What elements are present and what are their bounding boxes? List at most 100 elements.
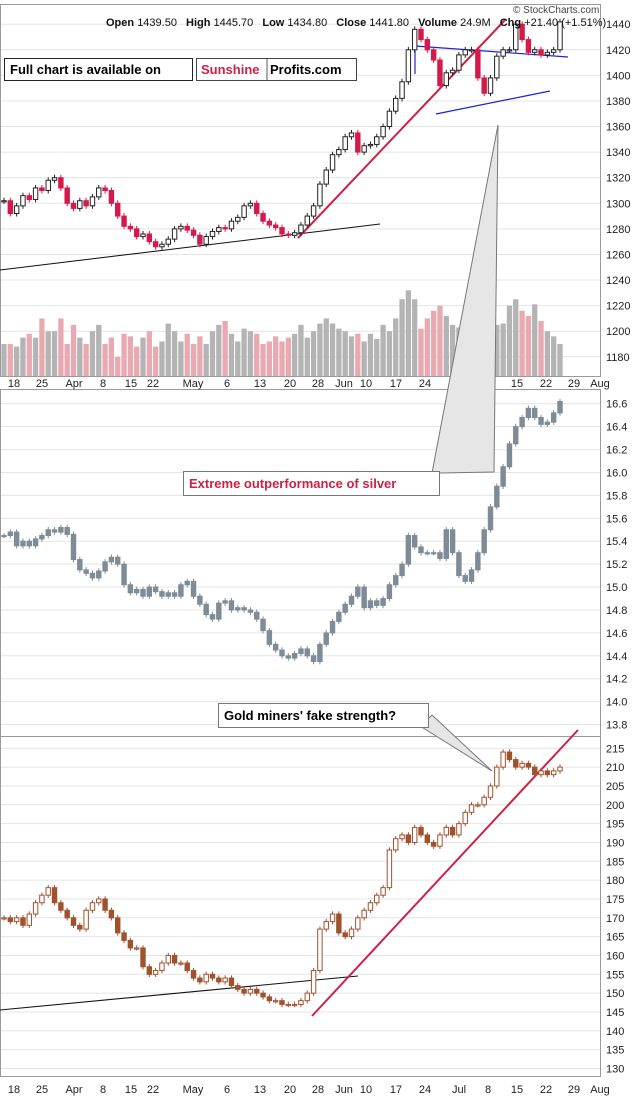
miners-candle-68	[430, 839, 437, 849]
gold-candle-82	[519, 21, 525, 43]
miners-candle-20	[127, 937, 134, 951]
gold-candle-51	[323, 167, 329, 188]
volume-bar-29	[184, 333, 190, 376]
miners-candle-67	[424, 832, 431, 846]
gold-ytick-13: 1440	[606, 19, 630, 31]
gold-candle-66	[418, 26, 424, 43]
silver-candle-8	[51, 527, 58, 535]
volume-bar-39	[247, 331, 254, 376]
miners-candle-57	[361, 907, 367, 921]
miners-candle-79	[500, 749, 506, 770]
gold-xtick-2: Apr	[65, 378, 82, 390]
miners-candle-10	[64, 907, 70, 921]
silver-candle-44	[279, 647, 285, 659]
silver-candle-68	[430, 549, 437, 556]
miners-xtick-5: 22	[147, 1084, 159, 1096]
miners-xtick-2: Apr	[65, 1084, 82, 1096]
silver-candle-70	[443, 527, 449, 562]
volume-bar-46	[291, 333, 298, 376]
miners-red-trendline	[311, 729, 579, 1017]
miners-xtick-0: 18	[8, 1084, 20, 1096]
volume-bar-2	[13, 346, 20, 376]
silver-candle-3	[20, 538, 26, 549]
silver-ytick-2: 14.2	[606, 674, 627, 686]
volume-bar-60	[380, 324, 386, 376]
gold-candle-14	[89, 193, 96, 209]
miners-candle-75	[475, 802, 481, 808]
miners-xtick-17: 15	[511, 1084, 523, 1096]
silver-ytick-0: 13.8	[606, 720, 627, 732]
gold-candle-33	[209, 228, 216, 240]
gold-candle-69	[437, 57, 443, 89]
gold-candle-67	[424, 36, 431, 53]
gold-candle-16	[102, 184, 108, 194]
miners-candle-22	[140, 945, 146, 970]
miners-candle-61	[386, 847, 393, 891]
miners-ytick-14: 200	[606, 800, 624, 812]
gold-candle-70	[443, 69, 449, 89]
gold-ytick-9: 1360	[606, 122, 630, 134]
gold-xtick-5: 22	[147, 378, 159, 390]
miners-ytick-13: 195	[606, 819, 624, 831]
miners-ytick-16: 210	[606, 762, 624, 774]
volume-bar-19	[121, 333, 127, 376]
volume-bar-30	[190, 344, 197, 376]
silver-candle-42	[266, 627, 273, 648]
volume-bar-17	[108, 337, 115, 376]
ohlc-header: Open 1439.50 High 1445.70 Low 1434.80 Cl…	[106, 17, 606, 29]
silver-candle-4	[26, 538, 32, 549]
silver-candle-54	[342, 601, 348, 616]
gold-candle-46	[291, 229, 298, 239]
gold-candle-10	[64, 184, 70, 207]
silver-candle-16	[102, 559, 108, 574]
gold-candle-50	[317, 181, 323, 209]
volume-bar-69	[437, 305, 443, 376]
volume-bar-66	[418, 328, 424, 376]
silver-candle-40	[254, 609, 260, 622]
miners-candle-21	[133, 945, 140, 951]
miners-candle-60	[380, 884, 386, 898]
silver-ytick-11: 16.0	[606, 467, 627, 479]
silver-candle-86	[544, 419, 551, 428]
silver-candle-55	[348, 593, 355, 608]
gold-candle-17	[108, 187, 115, 207]
miners-candle-48	[304, 990, 310, 1004]
gold-candle-86	[544, 49, 551, 58]
brand-profits: Profits.com	[270, 62, 342, 77]
silver-candle-53	[336, 609, 342, 625]
silver-candle-37	[235, 604, 241, 613]
gold-candle-1	[7, 197, 14, 217]
gold-xtick-4: 15	[125, 378, 137, 390]
brand-credit: © StockCharts.com	[513, 5, 599, 16]
silver-ytick-6: 15.0	[606, 582, 627, 594]
volume-bar-1	[7, 344, 13, 376]
miners-candle-35	[222, 975, 228, 985]
silver-candle-82	[519, 414, 525, 430]
miners-candle-56	[355, 915, 361, 932]
silver-ytick-10: 15.8	[606, 490, 627, 502]
low-label: Low	[262, 17, 284, 29]
miners-candle-40	[254, 986, 260, 996]
miners-ytick-1: 135	[606, 1045, 624, 1057]
miners-candle-13	[83, 907, 89, 932]
volume-bar-7	[45, 331, 51, 376]
miners-candle-76	[481, 794, 487, 808]
miners-ytick-0: 130	[606, 1063, 624, 1075]
gold-candle-53	[336, 146, 342, 158]
silver-candle-6	[39, 532, 45, 542]
silver-annotation: Extreme outperformance of silver	[189, 476, 396, 491]
miners-candle-53	[336, 911, 342, 936]
gold-candle-5	[32, 184, 39, 203]
volume-bar-32	[203, 344, 209, 376]
miners-xtick-9: 20	[284, 1084, 296, 1096]
gold-candle-73	[462, 46, 468, 58]
miners-xtick-18: 22	[540, 1084, 552, 1096]
miners-xtick-19: 29	[568, 1084, 580, 1096]
miners-candle-55	[348, 926, 355, 940]
gold-candle-2	[13, 202, 20, 217]
silver-candle-43	[272, 641, 279, 653]
miners-xtick-8: 13	[254, 1084, 266, 1096]
gold-ytick-0: 1180	[606, 352, 630, 364]
gold-xtick-19: 29	[568, 378, 580, 390]
miners-candle-4	[26, 911, 32, 929]
